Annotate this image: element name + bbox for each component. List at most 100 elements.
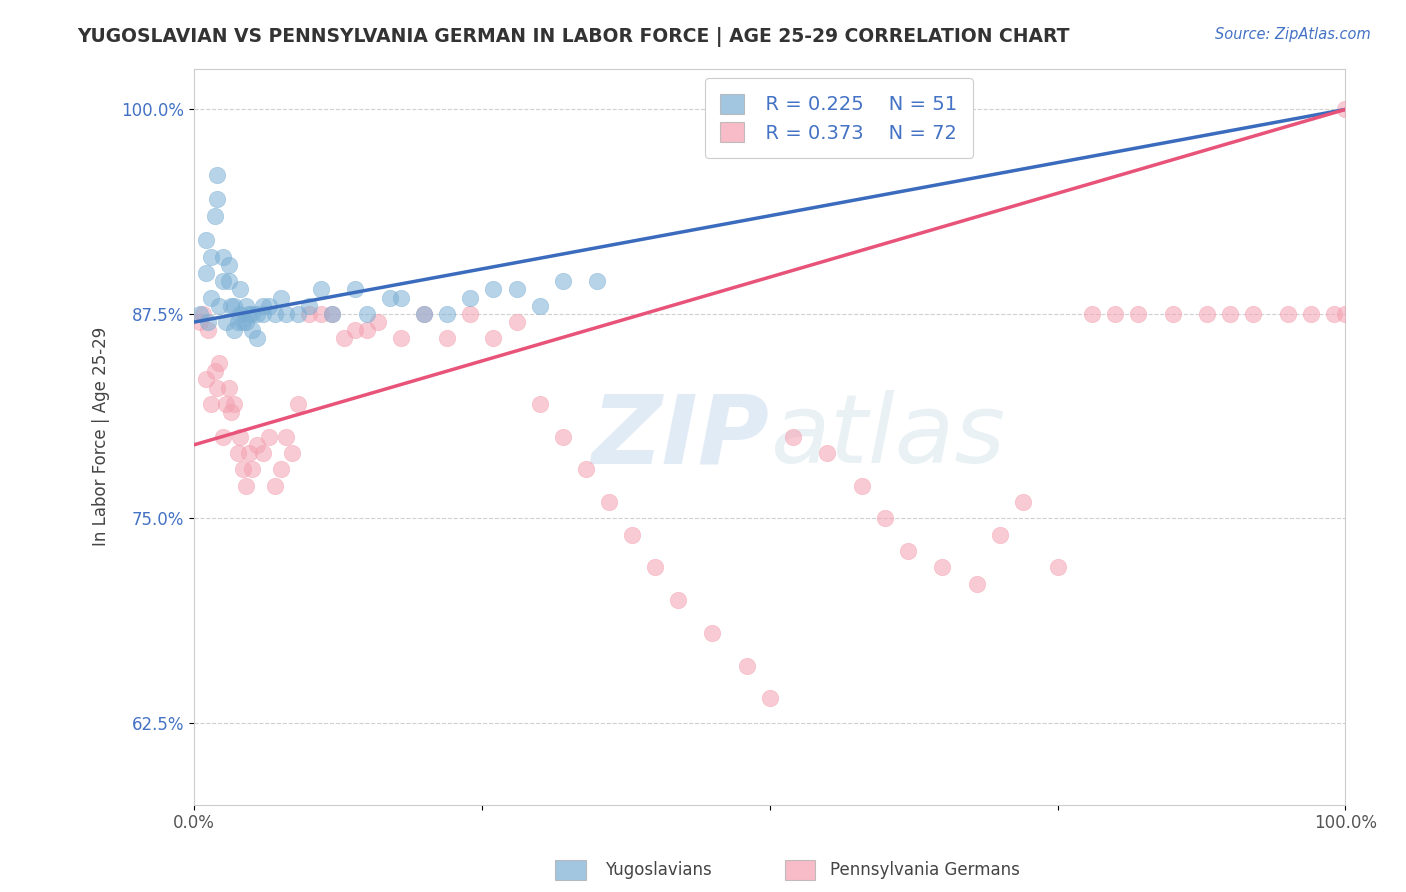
- Point: [356, 323, 378, 337]
- Point: [276, 307, 298, 321]
- Y-axis label: In Labor Force | Age 25-29: In Labor Force | Age 25-29: [93, 327, 110, 546]
- Point: [218, 274, 240, 288]
- Point: [759, 691, 782, 706]
- Point: [436, 307, 458, 321]
- Point: [270, 462, 292, 476]
- Point: [309, 282, 332, 296]
- Point: [226, 446, 249, 460]
- Point: [246, 331, 269, 345]
- Point: [1299, 307, 1322, 321]
- Point: [482, 331, 505, 345]
- Point: [231, 315, 253, 329]
- Point: [263, 478, 285, 492]
- Point: [238, 446, 260, 460]
- Text: atlas: atlas: [770, 390, 1005, 483]
- Point: [1219, 307, 1241, 321]
- Point: [378, 291, 401, 305]
- Point: [436, 331, 458, 345]
- Point: [1161, 307, 1184, 321]
- Point: [1128, 307, 1150, 321]
- Point: [257, 429, 280, 443]
- Point: [1323, 307, 1346, 321]
- Point: [238, 307, 260, 321]
- Point: [344, 282, 367, 296]
- Point: [1197, 307, 1219, 321]
- Point: [229, 429, 252, 443]
- Point: [205, 168, 228, 182]
- Point: [851, 478, 873, 492]
- Point: [551, 274, 574, 288]
- Point: [226, 315, 249, 329]
- Point: [204, 209, 226, 223]
- Point: [194, 372, 217, 386]
- Point: [215, 315, 238, 329]
- Legend:   R = 0.225    N = 51,   R = 0.373    N = 72: R = 0.225 N = 51, R = 0.373 N = 72: [704, 78, 973, 158]
- Point: [413, 307, 436, 321]
- Point: [240, 462, 263, 476]
- Point: [505, 282, 527, 296]
- Point: [270, 291, 292, 305]
- Point: [1334, 307, 1357, 321]
- Point: [1277, 307, 1299, 321]
- Point: [644, 560, 666, 574]
- Point: [873, 511, 896, 525]
- Point: [1081, 307, 1104, 321]
- Point: [460, 307, 482, 321]
- Point: [482, 282, 505, 296]
- Point: [966, 577, 988, 591]
- Point: [988, 527, 1011, 541]
- Point: [240, 323, 263, 337]
- Point: [897, 544, 920, 558]
- Text: Source: ZipAtlas.com: Source: ZipAtlas.com: [1215, 27, 1371, 42]
- Point: [218, 380, 240, 394]
- Point: [1046, 560, 1069, 574]
- Point: [235, 478, 257, 492]
- Point: [219, 299, 242, 313]
- Point: [620, 527, 643, 541]
- Point: [1104, 307, 1126, 321]
- Point: [413, 307, 436, 321]
- Point: [194, 266, 217, 280]
- Point: [205, 193, 228, 207]
- Point: [212, 250, 235, 264]
- Point: [815, 446, 838, 460]
- Point: [598, 495, 620, 509]
- Point: [204, 364, 226, 378]
- Point: [197, 315, 219, 329]
- Point: [205, 380, 228, 394]
- Point: [344, 323, 367, 337]
- Point: [200, 291, 222, 305]
- Text: YUGOSLAVIAN VS PENNSYLVANIA GERMAN IN LABOR FORCE | AGE 25-29 CORRELATION CHART: YUGOSLAVIAN VS PENNSYLVANIA GERMAN IN LA…: [77, 27, 1070, 46]
- Point: [212, 274, 235, 288]
- Point: [246, 438, 269, 452]
- Point: [574, 462, 596, 476]
- Point: [389, 331, 412, 345]
- Point: [235, 315, 257, 329]
- Point: [224, 397, 246, 411]
- Point: [224, 323, 246, 337]
- Point: [218, 258, 240, 272]
- Point: [200, 250, 222, 264]
- Point: [229, 307, 252, 321]
- Point: [1334, 103, 1357, 117]
- Point: [252, 299, 274, 313]
- Point: [224, 299, 246, 313]
- Point: [702, 626, 724, 640]
- Point: [208, 356, 231, 370]
- Point: [529, 397, 551, 411]
- Point: [586, 274, 609, 288]
- Point: [666, 593, 689, 607]
- Point: [1241, 307, 1264, 321]
- Point: [356, 307, 378, 321]
- Point: [1012, 495, 1035, 509]
- Point: [188, 315, 211, 329]
- Point: [298, 299, 321, 313]
- Point: [263, 307, 285, 321]
- Point: [197, 323, 219, 337]
- Point: [219, 405, 242, 419]
- Point: [193, 307, 215, 321]
- Point: [298, 307, 321, 321]
- Point: [287, 397, 309, 411]
- Point: [188, 307, 211, 321]
- Point: [215, 397, 238, 411]
